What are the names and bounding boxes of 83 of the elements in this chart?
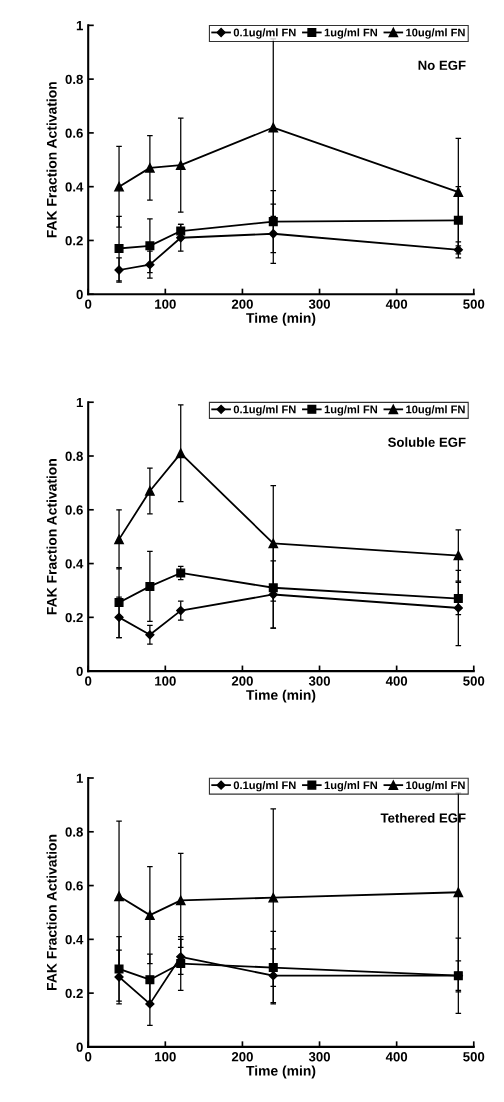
point: [175, 160, 186, 171]
y-tick-label: 0.6: [65, 505, 83, 515]
legend-label: 1ug/ml FN: [324, 780, 378, 792]
x-axis-title: Time (min): [246, 689, 316, 703]
point: [453, 594, 463, 604]
point: [268, 229, 278, 239]
y-tick-label: 0: [76, 666, 83, 677]
point: [114, 891, 124, 902]
point: [145, 260, 155, 270]
x-tick-label: 300: [308, 1052, 330, 1062]
y-tick-label: 0: [76, 289, 83, 300]
x-tick-label: 400: [385, 299, 408, 309]
point: [145, 630, 155, 640]
point: [176, 605, 186, 616]
x-tick-label: 500: [463, 1052, 485, 1062]
point: [114, 244, 124, 254]
y-tick-label: 0.4: [65, 559, 84, 569]
y-tick-label: 0.8: [65, 451, 83, 461]
annotation: Soluble EGF: [387, 437, 466, 447]
point: [453, 887, 464, 898]
x-tick-label: 500: [463, 676, 485, 686]
x-tick-label: 200: [231, 676, 253, 686]
point: [175, 448, 186, 459]
legend-label: 1ug/ml FN: [324, 28, 378, 39]
legend-label: 10ug/ml FN: [406, 780, 465, 792]
y-tick-label: 0.4: [65, 182, 84, 192]
x-tick-label: 100: [155, 676, 176, 686]
legend-label: 10ug/ml FN: [406, 405, 465, 416]
x-tick-label: 200: [231, 299, 253, 309]
point: [268, 538, 279, 549]
legend-label: 0.1ug/ml FN: [233, 28, 296, 39]
point: [268, 892, 279, 903]
point: [114, 534, 124, 545]
y-tick-label: 1: [76, 397, 83, 408]
legend-label: 1ug/ml FN: [324, 405, 378, 416]
point: [175, 895, 186, 906]
point: [145, 910, 155, 921]
y-tick-label: 0.4: [65, 934, 84, 945]
y-tick-label: 0.8: [65, 74, 83, 85]
point: [114, 181, 124, 192]
x-tick-label: 300: [308, 299, 330, 309]
point: [268, 963, 278, 973]
point: [453, 215, 463, 225]
y-tick-label: 0.2: [65, 988, 83, 999]
x-tick-label: 500: [463, 299, 485, 309]
x-tick-label: 0: [85, 299, 92, 309]
y-tick-label: 0.6: [65, 881, 83, 891]
x-tick-label: 100: [155, 1052, 176, 1062]
y-tick-label: 0.8: [65, 827, 83, 837]
point: [145, 581, 155, 591]
point: [176, 959, 186, 969]
x-axis-title: Time (min): [246, 312, 316, 326]
point: [114, 964, 124, 974]
y-tick-label: 1: [76, 773, 83, 783]
y-tick-label: 0.6: [65, 128, 83, 138]
y-axis-title: FAK Fraction Activation: [46, 834, 57, 990]
y-axis-title: FAK Fraction Activation: [46, 82, 57, 238]
x-tick-label: 400: [385, 1052, 408, 1062]
point: [114, 612, 124, 622]
point: [268, 122, 279, 133]
y-tick-label: 0: [76, 1042, 83, 1052]
x-tick-label: 200: [231, 1052, 253, 1062]
x-tick-label: 400: [385, 676, 408, 686]
point: [268, 971, 278, 981]
legend-label: 0.1ug/ml FN: [233, 405, 296, 416]
point: [145, 999, 155, 1009]
y-tick-label: 0.2: [65, 236, 83, 246]
legend-label: 10ug/ml FN: [406, 28, 465, 39]
x-tick-label: 0: [85, 676, 92, 686]
x-axis-title: Time (min): [246, 1065, 316, 1079]
y-tick-label: 1: [76, 21, 83, 31]
x-tick-label: 100: [155, 299, 176, 309]
legend-label: 0.1ug/ml FN: [233, 780, 296, 792]
point: [145, 162, 155, 173]
point: [145, 975, 155, 985]
y-axis-title: FAK Fraction Activation: [46, 459, 57, 615]
point: [453, 550, 464, 561]
x-tick-label: 0: [85, 1052, 92, 1062]
point: [268, 583, 278, 593]
x-tick-label: 300: [308, 676, 330, 686]
y-tick-label: 0.2: [65, 612, 83, 623]
annotation: No EGF: [418, 60, 466, 70]
point: [145, 486, 155, 496]
